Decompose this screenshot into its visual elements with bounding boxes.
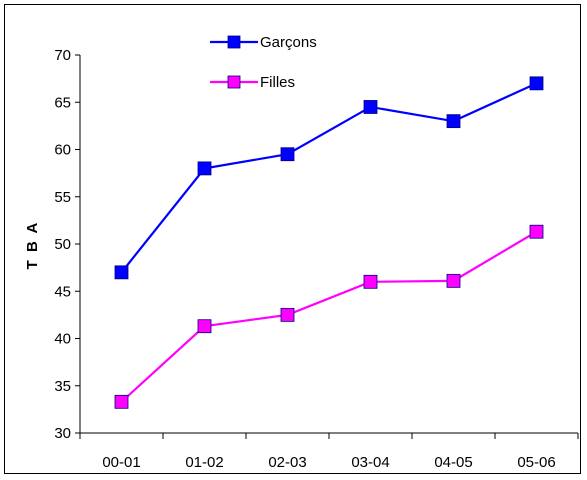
- x-tick-label: 00-01: [102, 454, 140, 471]
- data-point: [280, 147, 295, 162]
- y-axis-title: T B A: [24, 221, 41, 270]
- series-line: [120, 230, 538, 403]
- legend-entry: Filles: [210, 74, 295, 91]
- x-tick-label: 01-02: [185, 454, 223, 471]
- series-0: [114, 76, 544, 280]
- data-point: [363, 274, 378, 289]
- data-point: [529, 76, 544, 91]
- series-line: [120, 82, 537, 274]
- y-tick-label: 30: [54, 425, 71, 442]
- data-point: [197, 319, 212, 334]
- legend-marker: [227, 75, 241, 89]
- x-tick-label: 03-04: [351, 454, 389, 471]
- x-tick-label: 02-03: [268, 454, 306, 471]
- data-point: [280, 307, 295, 322]
- legend-entry: Garçons: [210, 34, 317, 51]
- data-point: [446, 273, 461, 288]
- y-tick-label: 55: [54, 189, 71, 206]
- x-tick-label: 04-05: [434, 454, 472, 471]
- y-tick-label: 65: [54, 94, 71, 111]
- y-tick-label: 35: [54, 378, 71, 395]
- legend: Garçons Filles: [210, 34, 317, 91]
- legend-label: Garçons: [260, 34, 317, 51]
- y-tick-label: 70: [54, 47, 71, 64]
- chart-frame: [4, 4, 581, 474]
- legend-marker: [227, 35, 241, 49]
- y-tick-label: 50: [54, 236, 71, 253]
- y-tick-label: 45: [54, 283, 71, 300]
- series-layer: [114, 76, 544, 409]
- data-point: [114, 394, 129, 409]
- data-point: [529, 224, 544, 239]
- x-tick-label: 05-06: [517, 454, 555, 471]
- data-point: [197, 161, 212, 176]
- legend-label: Filles: [260, 74, 295, 91]
- axes: 30 35 40 45 50 55 60 65 70 00-01 01-02 02-03 03-04 04…: [54, 47, 579, 471]
- data-point: [114, 265, 129, 280]
- y-tick-label: 40: [54, 331, 71, 348]
- data-point: [363, 100, 378, 114]
- series-1: [114, 224, 544, 409]
- data-point: [446, 114, 461, 129]
- y-tick-label: 60: [54, 142, 71, 159]
